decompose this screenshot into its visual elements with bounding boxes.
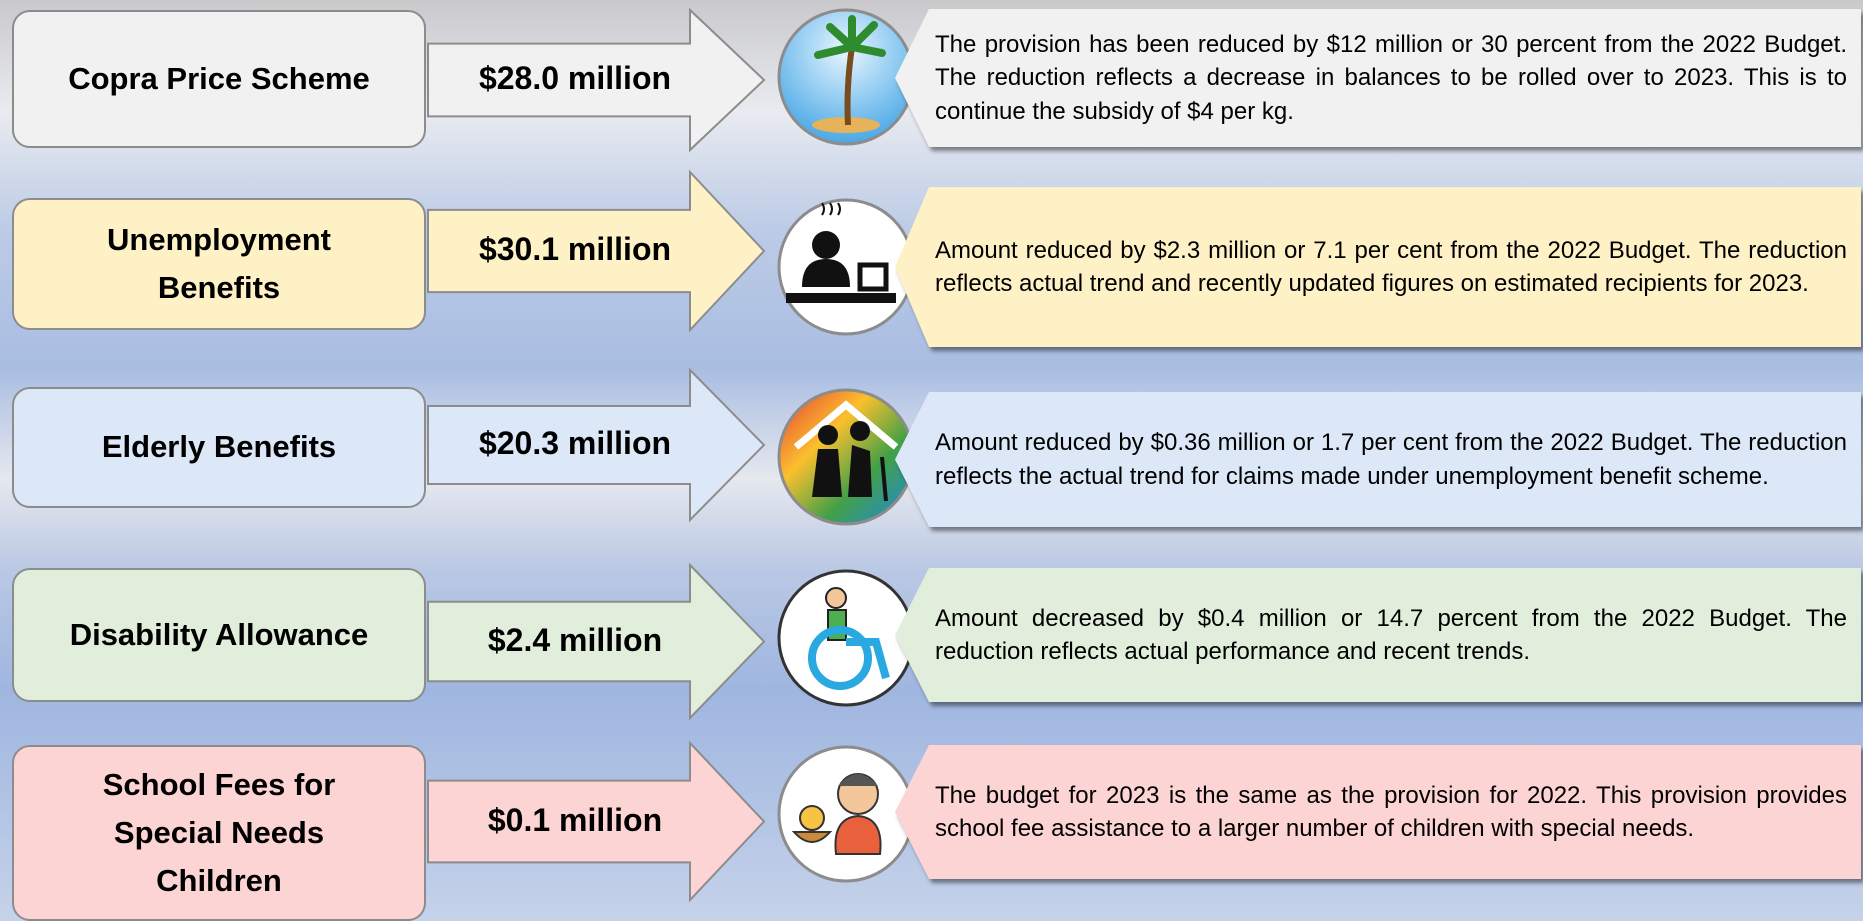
row-amount: $20.3 million — [440, 425, 710, 462]
row-description: Amount reduced by $0.36 million or 1.7 p… — [895, 392, 1861, 527]
child-icon — [779, 747, 913, 881]
description-box: Amount decreased by $0.4 million or 14.7… — [895, 568, 1861, 702]
row-amount: $28.0 million — [440, 60, 710, 97]
description-box: Amount reduced by $0.36 million or 1.7 p… — [895, 392, 1861, 527]
row-label: Disability Allowance — [12, 568, 426, 702]
description-box: Amount reduced by $2.3 million or 7.1 pe… — [895, 187, 1861, 347]
row-label: Elderly Benefits — [12, 387, 426, 508]
elderly-icon — [779, 390, 913, 524]
row-amount: $0.1 million — [440, 802, 710, 839]
unemployed-icon — [779, 200, 913, 334]
infographic: Copra Price Scheme $28.0 million The provi… — [0, 0, 1863, 921]
row-label: Unemployment Benefits — [12, 198, 426, 330]
row-amount: $2.4 million — [440, 622, 710, 659]
wheelchair-icon — [779, 571, 913, 705]
page: Copra Price Scheme $28.0 million The provi… — [0, 0, 1863, 921]
row-description: The budget for 2023 is the same as the p… — [895, 745, 1861, 879]
row-description: The provision has been reduced by $12 mi… — [895, 9, 1861, 147]
row-label: School Fees for Special Needs Children — [12, 745, 426, 921]
description-box: The budget for 2023 is the same as the p… — [895, 745, 1861, 879]
row-description: Amount reduced by $2.3 million or 7.1 pe… — [895, 187, 1861, 347]
row-label: Copra Price Scheme — [12, 10, 426, 148]
palm-icon — [779, 10, 913, 144]
description-box: The provision has been reduced by $12 mi… — [895, 9, 1861, 147]
row-description: Amount decreased by $0.4 million or 14.7… — [895, 568, 1861, 702]
row-amount: $30.1 million — [440, 231, 710, 268]
